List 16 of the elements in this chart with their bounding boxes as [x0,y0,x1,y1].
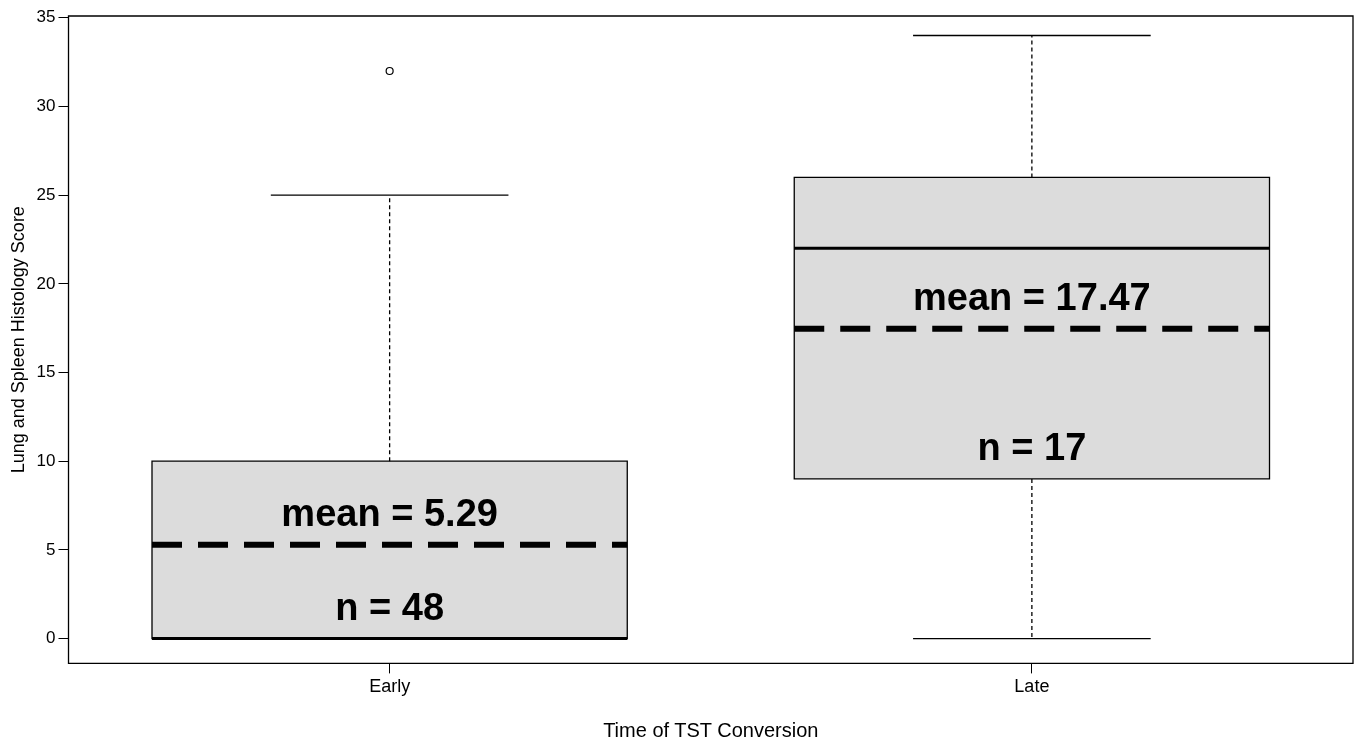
y-tick-label: 0 [46,628,56,648]
y-tick-label: 15 [36,362,56,382]
x-tick-label: Late [1014,676,1050,697]
annotation: mean = 17.47 [913,276,1151,319]
y-tick-label: 25 [36,184,56,204]
annotation: mean = 5.29 [281,492,498,535]
y-tick-label: 5 [46,539,56,559]
y-tick-label: 35 [36,7,56,27]
annotation: n = 48 [335,586,445,629]
y-tick-label: 30 [36,96,56,116]
y-tick-label: 20 [36,273,56,293]
y-tick-label: 10 [36,450,56,470]
x-tick-label: Early [369,676,411,697]
x-axis-title: Time of TST Conversion [603,718,819,741]
y-axis-title: Lung and Spleen Histology Score [7,206,28,474]
annotation: n = 17 [977,426,1087,469]
